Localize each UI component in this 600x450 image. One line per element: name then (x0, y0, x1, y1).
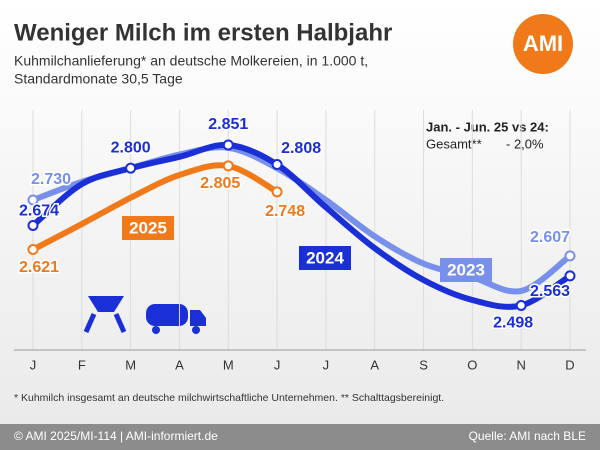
line (30, 141, 573, 310)
subtitle: Kuhmilchanlieferung* an deutsche Molkere… (14, 53, 368, 69)
series-label: 2025 (129, 218, 167, 237)
point (222, 139, 234, 151)
x-tick-label: J (323, 357, 330, 372)
truck-icon (192, 326, 200, 334)
logo-text: AMI (523, 31, 563, 56)
point (125, 162, 137, 174)
x-tick-label: S (419, 357, 428, 372)
x-tick-label: A (370, 357, 379, 372)
data-label: 2.851 (208, 116, 248, 133)
footer-right: Quelle: AMI nach BLE (469, 429, 586, 443)
annotation-value: - 2,0% (506, 136, 544, 151)
series-label: 2023 (447, 260, 485, 279)
series-label-box (299, 246, 351, 270)
data-label: 2.498 (493, 315, 533, 332)
subtitle: Standardmonate 30,5 Tage (14, 71, 183, 87)
annotation-label: Gesamt** (426, 136, 482, 151)
data-label: 2.674 (19, 203, 59, 220)
point (564, 250, 576, 262)
data-label: 2.800 (111, 139, 151, 156)
point (271, 159, 283, 171)
truck-icon (146, 304, 188, 326)
truck-icon (190, 310, 206, 326)
x-tick-label: A (175, 357, 184, 372)
chart-title: Weniger Milch im ersten Halbjahr (14, 19, 392, 46)
data-label: 2.563 (530, 283, 570, 300)
x-tick-label: M (223, 357, 234, 372)
series-label-box (440, 258, 492, 282)
data-label: 2.748 (265, 203, 305, 220)
data-label: 2.730 (31, 171, 71, 188)
x-tick-label: M (125, 357, 136, 372)
point (27, 194, 39, 206)
point (271, 186, 283, 198)
footer-bar (0, 424, 600, 450)
series-label: 2024 (306, 248, 344, 267)
footnote: * Kuhmilch insgesamt an deutsche milchwi… (14, 392, 444, 404)
annotation-title: Jan. - Jun. 25 vs 24: (426, 119, 549, 134)
icons (83, 296, 206, 334)
data-label: 2.805 (200, 175, 240, 192)
x-tick-label: O (467, 357, 477, 372)
point (515, 299, 527, 311)
series-label-box (122, 216, 174, 240)
point (222, 160, 234, 172)
x-tick-label: F (78, 357, 86, 372)
data-label: 2.607 (530, 229, 570, 246)
milk-icon (88, 296, 124, 312)
point (27, 244, 39, 256)
point (564, 270, 576, 282)
logo (513, 14, 573, 74)
data-label: 2.808 (281, 140, 321, 157)
series: 2.674 2.800 2.851 2.808 2.498 2.563 2024 (18, 115, 576, 333)
x-tick-label: N (516, 357, 525, 372)
footer-left: © AMI 2025/MI-114 | AMI-informiert.de (14, 429, 218, 443)
data-label: 2.621 (19, 259, 59, 276)
truck-icon (152, 326, 160, 334)
point (27, 219, 39, 231)
x-tick-label: D (565, 357, 574, 372)
x-tick-label: J (274, 357, 281, 372)
series: 2.621 2.805 2.748 2025 (18, 160, 307, 277)
milk-icon (83, 312, 127, 334)
x-tick-label: J (30, 357, 37, 372)
